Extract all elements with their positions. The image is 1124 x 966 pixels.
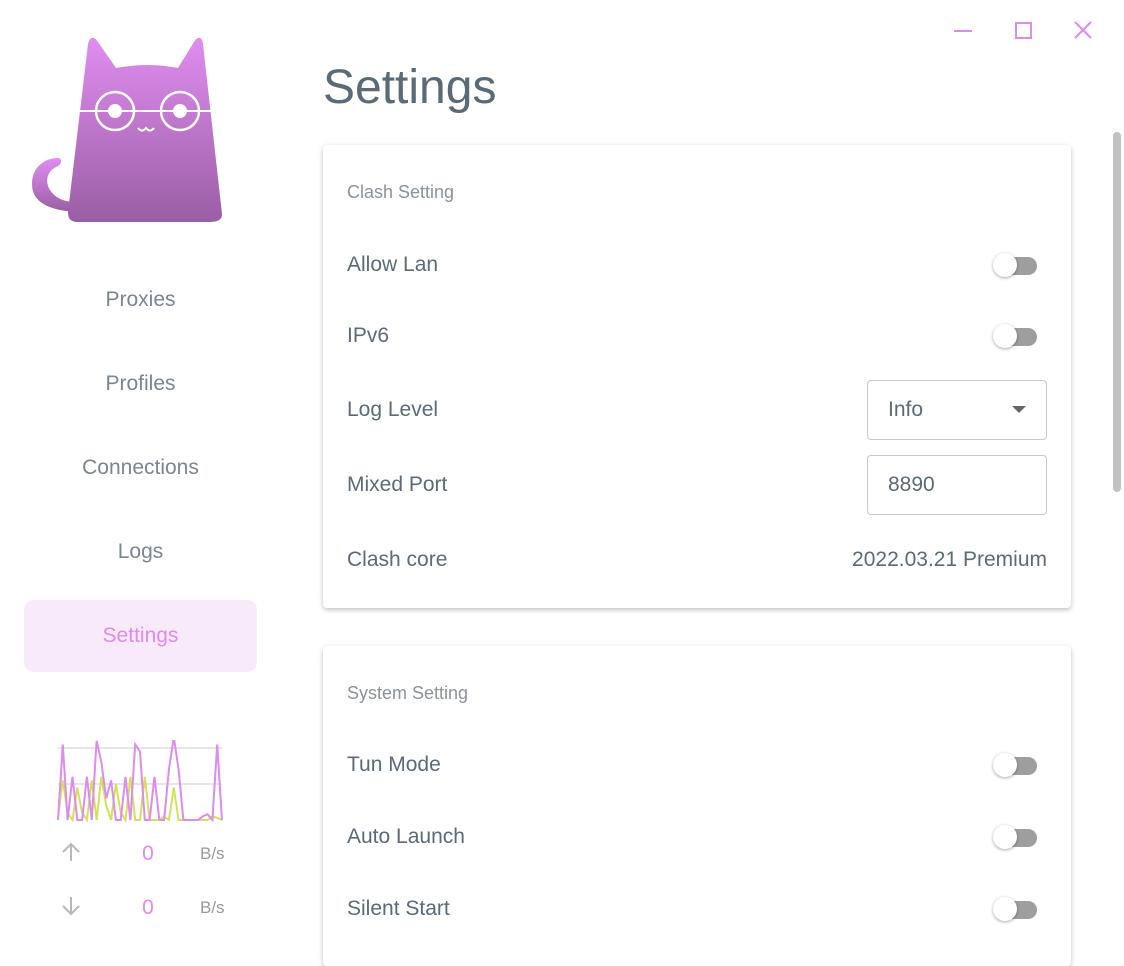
setting-label: IPv6 bbox=[347, 324, 390, 347]
minimize-button[interactable] bbox=[951, 18, 975, 42]
upload-speed-value: 0 bbox=[142, 842, 154, 865]
sidebar: Proxies Profiles Connections Logs Settin… bbox=[0, 0, 280, 937]
silent-start-row: Silent Start bbox=[347, 889, 1047, 929]
sidebar-item-settings[interactable]: Settings bbox=[24, 600, 257, 672]
mixed-port-input[interactable]: 8890 bbox=[867, 455, 1047, 515]
clash-core-row: Clash core 2022.03.21 Premium bbox=[347, 540, 1047, 580]
cat-with-glasses-logo bbox=[32, 37, 222, 223]
setting-label: Silent Start bbox=[347, 897, 450, 920]
setting-label: Tun Mode bbox=[347, 753, 441, 776]
traffic-graph bbox=[57, 740, 223, 823]
arrow-up-icon bbox=[60, 841, 86, 868]
clash-setting-card: Clash Setting Allow Lan IPv6 Log Level I… bbox=[323, 145, 1071, 608]
auto-launch-toggle[interactable] bbox=[993, 822, 1047, 852]
sidebar-item-label: Logs bbox=[117, 540, 164, 563]
maximize-icon bbox=[1015, 22, 1032, 39]
sidebar-item-label: Settings bbox=[102, 624, 179, 647]
close-icon bbox=[1074, 21, 1092, 39]
ipv6-toggle[interactable] bbox=[993, 321, 1047, 351]
setting-label: Log Level bbox=[347, 398, 439, 421]
card-title: Clash Setting bbox=[347, 182, 455, 202]
setting-label: Auto Launch bbox=[347, 825, 465, 848]
upload-speed-unit: B/s bbox=[200, 844, 225, 863]
sidebar-item-label: Proxies bbox=[105, 288, 176, 311]
sidebar-item-connections[interactable]: Connections bbox=[24, 432, 257, 504]
close-button[interactable] bbox=[1071, 18, 1095, 42]
download-speed-unit: B/s bbox=[200, 898, 225, 917]
log-level-select[interactable]: Info bbox=[867, 380, 1047, 440]
sidebar-item-proxies[interactable]: Proxies bbox=[24, 264, 257, 336]
setting-label: Allow Lan bbox=[347, 253, 439, 276]
allow-lan-row: Allow Lan bbox=[347, 245, 1047, 285]
auto-launch-row: Auto Launch bbox=[347, 817, 1047, 857]
arrow-down-icon bbox=[60, 895, 86, 922]
silent-start-toggle[interactable] bbox=[993, 894, 1047, 924]
scrollbar[interactable] bbox=[1113, 132, 1121, 492]
setting-label: Mixed Port bbox=[347, 473, 448, 496]
page-title: Settings bbox=[323, 61, 497, 114]
download-speed: 0 B/s bbox=[60, 893, 230, 923]
minimize-icon bbox=[954, 30, 972, 32]
mixed-port-row: Mixed Port 8890 bbox=[347, 455, 1047, 515]
log-level-value: Info bbox=[888, 398, 924, 421]
sidebar-item-label: Profiles bbox=[105, 372, 176, 395]
download-traffic-line bbox=[57, 740, 223, 823]
sidebar-item-logs[interactable]: Logs bbox=[24, 516, 257, 588]
ipv6-row: IPv6 bbox=[347, 316, 1047, 356]
tun-mode-row: Tun Mode bbox=[347, 745, 1047, 785]
maximize-button[interactable] bbox=[1011, 18, 1035, 42]
upload-speed: 0 B/s bbox=[60, 839, 230, 869]
card-title: System Setting bbox=[347, 683, 469, 703]
setting-label: Clash core bbox=[347, 548, 448, 571]
clash-core-version: 2022.03.21 Premium bbox=[852, 548, 1047, 571]
caret-down-icon bbox=[1012, 406, 1026, 413]
allow-lan-toggle[interactable] bbox=[993, 250, 1047, 280]
download-speed-value: 0 bbox=[142, 896, 154, 919]
sidebar-item-profiles[interactable]: Profiles bbox=[24, 348, 257, 420]
log-level-row: Log Level Info bbox=[347, 380, 1047, 440]
tun-mode-toggle[interactable] bbox=[993, 750, 1047, 780]
mixed-port-value: 8890 bbox=[888, 473, 935, 496]
sidebar-item-label: Connections bbox=[82, 456, 199, 479]
system-setting-card: System Setting Tun Mode Auto Launch Sile… bbox=[323, 646, 1071, 966]
